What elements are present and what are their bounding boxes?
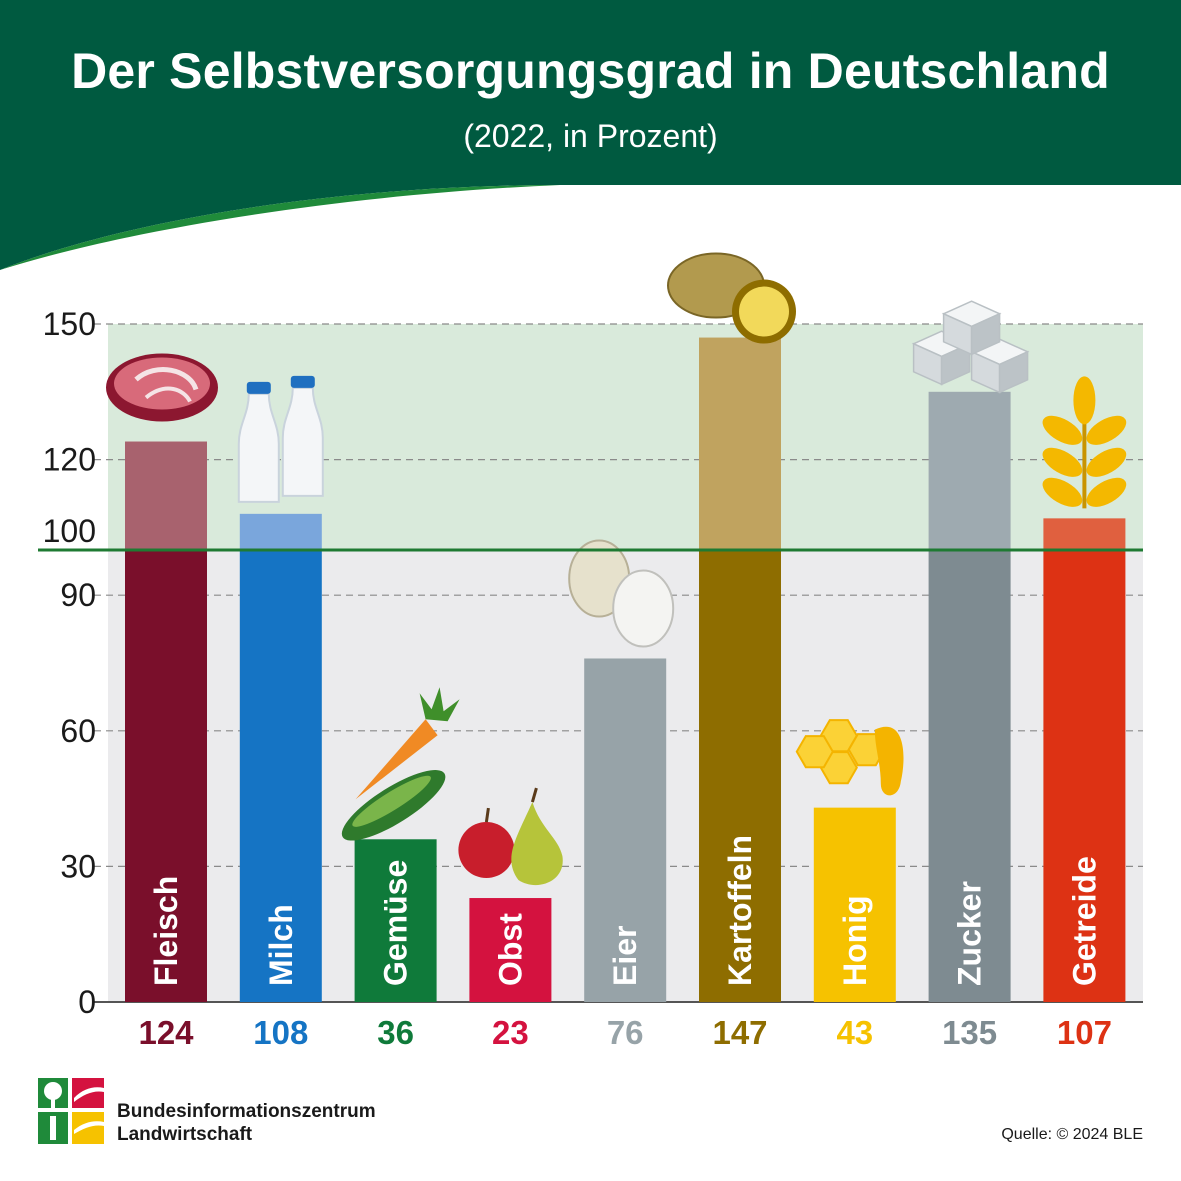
header-banner <box>0 0 1181 270</box>
category-label-honig: Honig <box>837 895 873 986</box>
category-label-obst: Obst <box>492 913 528 986</box>
milk-bottles-icon <box>237 375 324 503</box>
y-tick-label-90: 90 <box>60 577 96 613</box>
bar-fleisch <box>125 550 207 1002</box>
eggs-icon <box>568 539 675 648</box>
vegetables-icon <box>341 687 460 841</box>
value-label-kartoffeln: 147 <box>712 1014 767 1051</box>
bar-gemüse <box>354 839 437 1002</box>
ble-logo-icon <box>38 1078 104 1144</box>
potatoes-icon <box>667 252 796 344</box>
sugar-cubes-icon <box>911 300 1030 394</box>
value-label-honig: 43 <box>836 1014 873 1051</box>
org-name-line2: Landwirtschaft <box>117 1124 253 1145</box>
bar-zucker-above-100 <box>928 391 1011 550</box>
category-label-eier: Eier <box>607 926 643 986</box>
value-label-gemüse: 36 <box>377 1014 414 1051</box>
bar-honig <box>813 807 896 1002</box>
bar-eier <box>584 658 667 1002</box>
value-label-fleisch: 124 <box>138 1014 194 1051</box>
honey-icon <box>795 719 904 796</box>
bar-fleisch-above-100 <box>125 441 207 550</box>
category-label-gemüse: Gemüse <box>378 860 414 986</box>
chart-subtitle: (2022, in Prozent) <box>463 118 718 154</box>
bar-getreide <box>1043 550 1126 1002</box>
value-label-getreide: 107 <box>1057 1014 1112 1051</box>
organization-name: Bundesinformationszentrum Landwirtschaft <box>117 1100 376 1146</box>
bar-kartoffeln-above-100 <box>699 337 781 550</box>
category-label-zucker: Zucker <box>952 881 988 986</box>
bar-zucker <box>928 550 1011 1002</box>
y-tick-label-120: 120 <box>43 442 96 478</box>
labels: 0 30 60 90 120 150 Fleisch 124 Milch 108 Gemüse 36 O… <box>43 306 1112 1051</box>
category-label-milch: Milch <box>263 904 299 986</box>
bar-milch-above-100 <box>239 513 322 550</box>
reference-label: 100 <box>43 513 96 549</box>
bar-kartoffeln <box>699 550 781 1002</box>
y-tick-label-60: 60 <box>60 713 96 749</box>
category-label-kartoffeln: Kartoffeln <box>722 835 758 986</box>
y-tick-label-150: 150 <box>43 306 96 342</box>
fruit-icon <box>458 787 563 886</box>
category-label-fleisch: Fleisch <box>148 876 184 986</box>
bars <box>125 337 1126 1002</box>
category-label-getreide: Getreide <box>1066 856 1102 986</box>
y-tick-label-0: 0 <box>78 984 96 1020</box>
source-note: Quelle: © 2024 BLE <box>1001 1126 1143 1143</box>
meat-icon <box>106 353 218 422</box>
bar-icons <box>106 252 1127 886</box>
bar-getreide-above-100 <box>1043 518 1126 550</box>
grain-icon <box>1042 376 1127 509</box>
y-tick-label-30: 30 <box>60 848 96 884</box>
value-label-obst: 23 <box>492 1014 529 1051</box>
chart-title: Der Selbstversorgungsgrad in Deutschland <box>71 43 1110 99</box>
bar-milch <box>239 550 322 1002</box>
value-label-milch: 108 <box>253 1014 308 1051</box>
value-label-zucker: 135 <box>942 1014 997 1051</box>
value-label-eier: 76 <box>607 1014 644 1051</box>
bar-obst <box>469 898 552 1002</box>
org-name-line1: Bundesinformationszentrum <box>117 1101 376 1122</box>
